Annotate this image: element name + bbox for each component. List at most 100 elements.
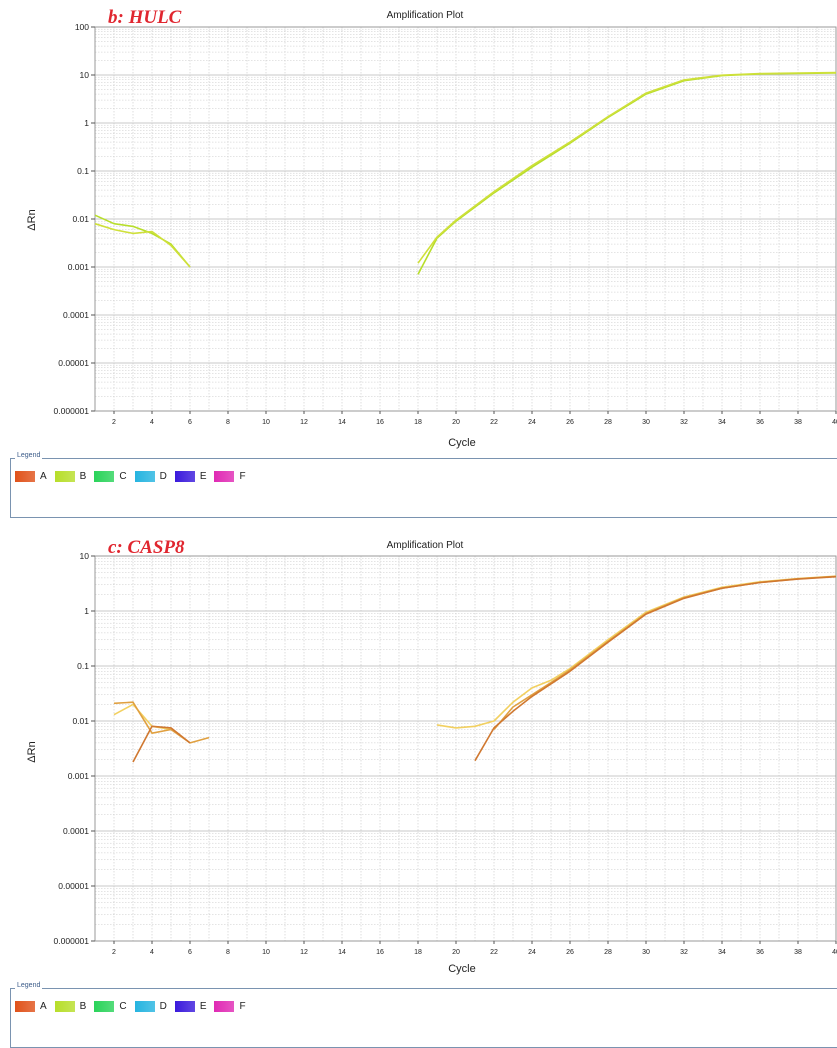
legend-swatch	[15, 1001, 35, 1012]
x-tick-label: 20	[452, 419, 460, 426]
series-line-1-segment-1	[94, 214, 191, 268]
panel-label: b: HULC	[108, 7, 182, 28]
x-tick-label: 4	[150, 419, 154, 426]
legend-label: E	[199, 1001, 207, 1012]
legend-title: Legend	[15, 982, 43, 989]
legend-item-c: C	[94, 471, 127, 482]
x-axis-title: Cycle	[448, 437, 476, 449]
x-tick-label: 16	[376, 419, 384, 426]
y-tick-label: 10	[80, 551, 90, 561]
x-tick-label: 6	[188, 419, 192, 426]
grid	[94, 27, 837, 412]
legend-swatch	[134, 1001, 155, 1012]
y-tick-label: 1	[84, 118, 89, 128]
y-tick-label: 0.01	[72, 716, 89, 726]
x-tick-label: 32	[680, 419, 688, 426]
x-tick-label: 32	[680, 949, 688, 956]
legend-items: A B C D E F	[15, 471, 254, 482]
y-tick-label: 0.0001	[63, 310, 89, 320]
x-tick-label: 24	[528, 949, 536, 956]
legend-item-f: F	[214, 1001, 246, 1012]
legend-item-a: A	[15, 471, 47, 482]
y-tick-label: 1	[84, 606, 89, 616]
x-tick-label: 12	[300, 949, 308, 956]
series-group	[94, 71, 837, 275]
legend-label: A	[40, 1001, 47, 1012]
legend-label: C	[119, 1001, 127, 1012]
x-axis-title: Cycle	[448, 963, 476, 975]
x-tick-label: 22	[490, 949, 498, 956]
y-tick-label: 0.001	[68, 262, 90, 272]
x-tick-label: 28	[604, 949, 612, 956]
legend-item-d: D	[134, 1001, 167, 1012]
x-tick-label: 2	[112, 419, 116, 426]
legend-item-e: E	[174, 471, 206, 482]
legend-swatch	[174, 1001, 195, 1012]
x-tick-label: 16	[376, 949, 384, 956]
x-tick-label: 22	[490, 419, 498, 426]
amplification-plot-hulc: b: HULC Amplification Plot Cycle ΔRn 0.0…	[0, 0, 837, 520]
x-tick-label: 36	[756, 419, 764, 426]
chart-hulc: b: HULC Amplification Plot Cycle ΔRn 0.0…	[26, 7, 837, 449]
x-tick-label: 8	[226, 419, 230, 426]
series-line-3-segment-2	[474, 575, 837, 762]
legend-item-f: F	[214, 471, 246, 482]
x-tick-label: 20	[452, 949, 460, 956]
legend-swatch	[134, 471, 155, 482]
legend-swatch	[15, 471, 35, 482]
series-line-2-segment-2	[417, 71, 837, 264]
panel-label: c: CASP8	[108, 537, 185, 558]
legend-title: Legend	[15, 452, 43, 459]
x-tick-label: 26	[566, 949, 574, 956]
x-tick-label: 36	[756, 949, 764, 956]
y-tick-label: 0.0001	[63, 826, 89, 836]
chart-title: Amplification Plot	[387, 540, 464, 551]
chart-casp8: c: CASP8 Amplification Plot Cycle ΔRn 0.…	[26, 537, 837, 975]
x-tick-label: 14	[338, 419, 346, 426]
x-tick-label: 6	[188, 949, 192, 956]
series-line-2-segment-1	[113, 701, 210, 744]
legend-label: A	[40, 471, 47, 482]
x-tick-label: 18	[414, 419, 422, 426]
legend-panel: Legend A B C D E F	[10, 452, 837, 518]
legend-swatch	[94, 1001, 115, 1012]
series-line-2-segment-1	[94, 222, 191, 268]
legend-items: A B C D E F	[15, 1001, 254, 1012]
legend-label: D	[159, 1001, 167, 1012]
series-line-3-segment-1	[132, 725, 191, 763]
x-tick-label: 30	[642, 949, 650, 956]
legend-panel: Legend A B C D E F	[10, 982, 837, 1048]
legend-item-e: E	[174, 1001, 207, 1012]
grid	[94, 556, 837, 942]
chart-title: Amplification Plot	[387, 10, 464, 21]
amplification-plot-casp8: c: CASP8 Amplification Plot Cycle ΔRn 0.…	[0, 530, 837, 1048]
y-axis-title: ΔRn	[26, 209, 38, 230]
y-tick-label: 0.000001	[54, 936, 90, 946]
legend-label: B	[79, 1001, 87, 1012]
legend-label: B	[79, 471, 87, 482]
series-line-1-segment-2	[436, 575, 837, 729]
legend-swatch	[94, 471, 115, 482]
x-tick-label: 14	[338, 949, 346, 956]
x-tick-label: 38	[794, 419, 802, 426]
x-tick-label: 10	[262, 419, 270, 426]
y-tick-label: 10	[80, 70, 90, 80]
x-tick-label: 30	[642, 419, 650, 426]
y-tick-label: 0.00001	[58, 358, 89, 368]
x-tick-label: 40	[832, 949, 837, 956]
x-tick-label: 40	[832, 419, 837, 426]
legend-item-d: D	[134, 471, 167, 482]
x-tick-label: 38	[794, 949, 802, 956]
legend-label: F	[239, 1001, 246, 1012]
legend-label: C	[119, 471, 127, 482]
y-tick-label: 0.01	[72, 214, 89, 224]
legend-label: D	[159, 471, 167, 482]
y-tick-label: 100	[75, 22, 89, 32]
legend-item-b: B	[54, 471, 87, 482]
legend-label: F	[239, 471, 246, 482]
legend-item-b: B	[54, 1001, 87, 1012]
y-tick-label: 0.1	[77, 166, 89, 176]
x-tick-label: 34	[718, 949, 726, 956]
legend-item-a: A	[15, 1001, 47, 1012]
legend-swatch	[54, 471, 75, 482]
